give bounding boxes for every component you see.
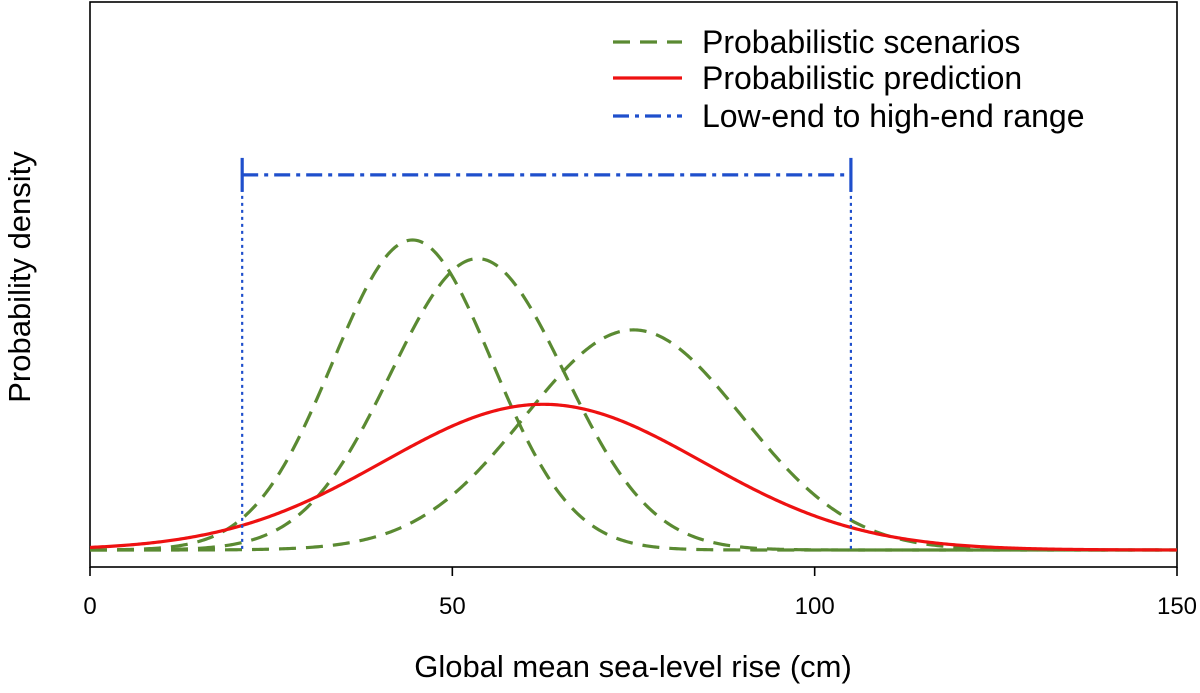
scenario-curve-3 (90, 328, 1177, 552)
x-tick-label: 0 (83, 593, 96, 620)
x-tick-label: 100 (795, 593, 835, 620)
y-axis-title: Probability density (2, 151, 37, 403)
range-bracket (240, 157, 853, 550)
prediction-curve (89, 402, 1178, 552)
legend-label: Probabilistic prediction (702, 60, 1022, 96)
density-curves (89, 238, 1178, 552)
x-axis: 0 50 100 150 (83, 567, 1197, 620)
legend-label: Probabilistic scenarios (702, 24, 1020, 60)
x-tick-label: 50 (439, 593, 466, 620)
plot-frame (89, 1, 1178, 568)
x-axis-title: Global mean sea-level rise (cm) (414, 649, 852, 684)
scenario-curve-1 (90, 238, 1177, 552)
legend-label: Low-end to high-end range (702, 98, 1085, 134)
x-tick-label: 150 (1157, 593, 1197, 620)
